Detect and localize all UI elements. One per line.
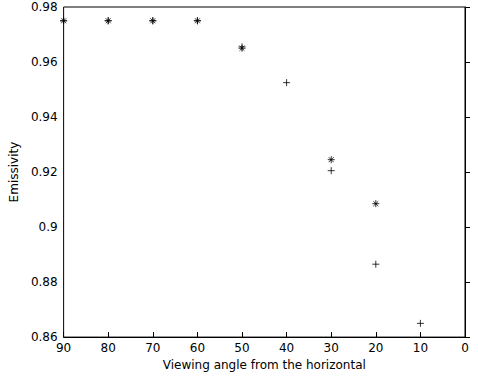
svg-text:Emissivity: Emissivity bbox=[7, 142, 21, 203]
svg-text:0.94: 0.94 bbox=[31, 110, 58, 124]
svg-text:60: 60 bbox=[190, 341, 205, 355]
svg-text:0.96: 0.96 bbox=[31, 55, 58, 69]
svg-text:0: 0 bbox=[461, 341, 469, 355]
svg-text:50: 50 bbox=[234, 341, 249, 355]
svg-text:90: 90 bbox=[56, 341, 71, 355]
svg-text:40: 40 bbox=[279, 341, 294, 355]
svg-text:0.86: 0.86 bbox=[31, 330, 58, 344]
svg-text:0.98: 0.98 bbox=[31, 0, 58, 14]
svg-text:20: 20 bbox=[368, 341, 383, 355]
svg-text:30: 30 bbox=[324, 341, 339, 355]
svg-text:Viewing angle from the horizon: Viewing angle from the horizontal bbox=[163, 358, 366, 372]
svg-text:80: 80 bbox=[101, 341, 116, 355]
svg-text:0.9: 0.9 bbox=[39, 220, 58, 234]
svg-text:0.92: 0.92 bbox=[31, 165, 58, 179]
svg-text:0.88: 0.88 bbox=[31, 275, 58, 289]
svg-text:70: 70 bbox=[145, 341, 160, 355]
svg-text:10: 10 bbox=[413, 341, 428, 355]
